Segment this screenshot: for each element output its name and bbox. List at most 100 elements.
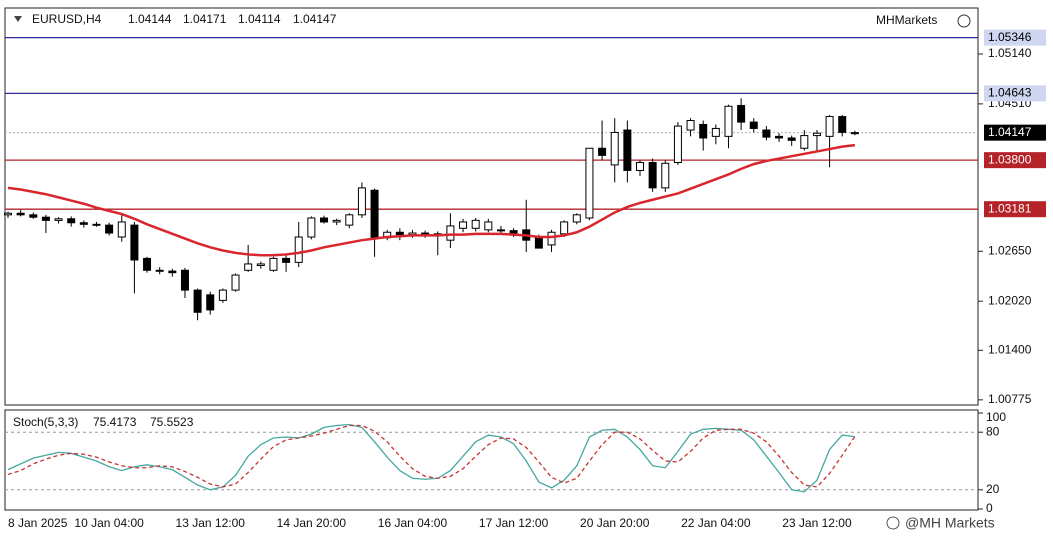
candle-body (269, 257, 278, 271)
symbol-title: EURUSD,H4 (32, 12, 102, 26)
candle-body (395, 231, 404, 236)
y-tick-label: 1.02020 (988, 293, 1032, 307)
header-value: 1.04171 (183, 12, 227, 26)
candle-body (825, 116, 834, 137)
candle-body (282, 257, 291, 263)
stoch-value: 75.4173 (93, 415, 137, 429)
candle-body (724, 105, 733, 137)
candle-body (459, 221, 468, 229)
stoch-line (7, 424, 856, 488)
candle-body (446, 225, 455, 241)
y-tick-label: 1.00775 (988, 392, 1032, 406)
candle-body (41, 216, 50, 221)
x-tick-label: 23 Jan 12:00 (782, 516, 852, 530)
candle-body (4, 212, 12, 216)
candle-body (610, 131, 619, 166)
level-label-bg (984, 85, 1046, 102)
candle-body (256, 263, 265, 267)
header-value: 1.04144 (128, 12, 172, 26)
level-label-bg (984, 29, 1046, 46)
candle-body (168, 270, 177, 274)
candle-body (838, 116, 847, 133)
candle-body (92, 223, 101, 226)
candle-body (130, 224, 139, 261)
candle-body (711, 127, 720, 137)
candle-body (598, 147, 607, 156)
candle-body (762, 129, 771, 138)
stoch-title: Stoch(5,3,3) (13, 415, 78, 429)
candle-body (648, 162, 657, 189)
level-label: 1.03800 (988, 152, 1032, 166)
stoch-value: 75.5523 (150, 415, 194, 429)
x-tick-label: 17 Jan 12:00 (479, 516, 549, 530)
level-label: 1.04147 (988, 125, 1032, 139)
candle-body (737, 104, 746, 123)
candle-body (29, 214, 38, 218)
x-tick-label: 10 Jan 04:00 (74, 516, 144, 530)
candle-body (661, 162, 670, 189)
candle-body (79, 222, 88, 225)
moving-average (7, 143, 856, 257)
candle-body (180, 269, 189, 291)
candle-body (812, 132, 821, 137)
y-tick-label: 80 (986, 424, 1000, 438)
candle-body (636, 162, 644, 171)
candle-body (143, 257, 152, 271)
candle-body (206, 294, 215, 311)
candle-body (534, 237, 543, 249)
candle-body (787, 137, 796, 141)
header-value: 1.04147 (293, 12, 337, 26)
candle-body (560, 221, 569, 235)
y-tick-label: 0 (986, 501, 993, 515)
candle-body (850, 132, 859, 135)
header-value: 1.04114 (238, 12, 281, 26)
x-tick-label: 16 Jan 04:00 (378, 516, 448, 530)
candle-body (105, 224, 114, 234)
price-panel (4, 7, 979, 406)
candle-body (16, 212, 25, 216)
candle-body (471, 219, 480, 229)
stoch-panel (4, 409, 979, 511)
level-label: 1.04643 (988, 86, 1032, 100)
candle-body (357, 187, 366, 216)
candle-body (509, 230, 518, 234)
y-tick-label: 1.05140 (988, 46, 1032, 60)
candle-body (320, 217, 328, 223)
level-label-bg (984, 152, 1046, 169)
candle-body (585, 147, 594, 219)
x-tick-label: 20 Jan 20:00 (580, 516, 650, 530)
candle-body (345, 214, 354, 226)
level-label-bg (984, 124, 1046, 141)
y-tick-label: 20 (986, 482, 1000, 496)
y-tick-label: 100 (986, 410, 1006, 424)
level-label-bg (984, 201, 1046, 218)
watermark-bg (880, 512, 1053, 538)
candle-body (496, 229, 505, 232)
candle-body (673, 125, 682, 164)
candle-body (484, 221, 493, 231)
candle-body (332, 219, 341, 223)
watermark-logo (886, 516, 900, 530)
level-label: 1.03181 (988, 201, 1032, 215)
candle-body (54, 218, 63, 221)
y-tick-label: 1.01400 (988, 342, 1032, 356)
candle-body (800, 135, 809, 149)
x-tick-label: 13 Jan 12:00 (176, 516, 246, 530)
candle-body (699, 123, 708, 139)
x-tick-label: 22 Jan 04:00 (681, 516, 751, 530)
candle-body (294, 236, 303, 263)
candle-body (67, 218, 76, 224)
watermark: @MH Markets (905, 515, 995, 531)
level-label: 1.05346 (988, 30, 1032, 44)
brand: MHMarkets (876, 13, 937, 27)
candle-body (572, 214, 581, 223)
candle-body (117, 221, 126, 238)
candle-body (218, 289, 227, 301)
candle-body (749, 121, 758, 129)
candle-body (307, 217, 316, 238)
x-tick-label: 14 Jan 20:00 (277, 516, 347, 530)
candle-body (775, 135, 784, 139)
y-tick-label: 1.02650 (988, 243, 1032, 257)
